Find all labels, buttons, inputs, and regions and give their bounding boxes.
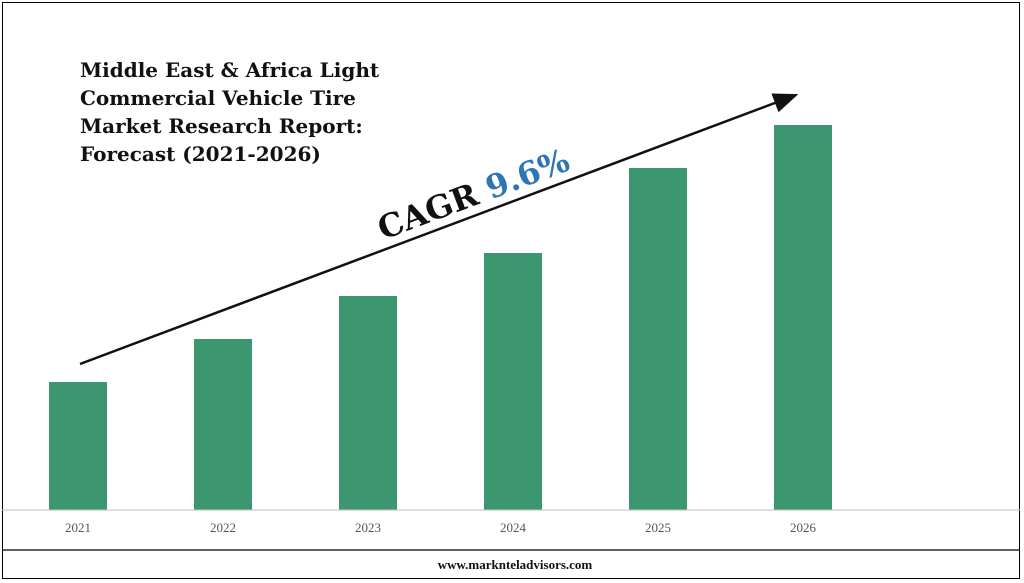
bar-2026 [774,125,832,510]
x-axis-ticks: 2021 2022 2023 2024 2025 2026 [65,520,817,535]
bar-2022 [194,339,252,510]
bar-2024 [484,253,542,510]
x-tick-label-2024: 2024 [500,520,527,535]
bar-2021 [49,382,107,510]
x-tick-label-2025: 2025 [645,520,671,535]
cagr-label: CAGR [372,171,493,247]
cagr-annotation: CAGR 9.6% [372,141,574,247]
x-tick-label-2022: 2022 [210,520,236,535]
x-tick-label-2023: 2023 [355,520,381,535]
footer-url: www.marknteladvisors.com [438,557,593,572]
trend-arrow [79,93,799,366]
x-tick-label-2021: 2021 [65,520,91,535]
chart-title-line-2: Commercial Vehicle Tire [80,86,356,110]
bar-series [49,125,832,510]
x-tick-label-2026: 2026 [790,520,817,535]
bar-2023 [339,296,397,510]
chart-title-line-1: Middle East & Africa Light [80,58,380,82]
chart-title-line-3: Market Research Report: [80,114,363,138]
chart-title: Middle East & Africa Light Commercial Ve… [80,58,380,166]
chart-title-line-4: Forecast (2021-2026) [80,142,321,166]
bar-2025 [629,168,687,510]
